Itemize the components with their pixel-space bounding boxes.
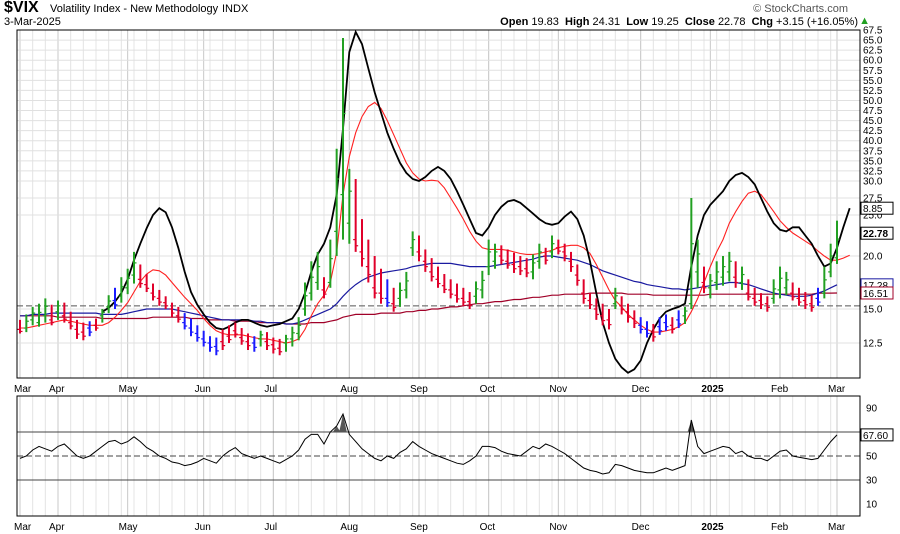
ma-mid-line: [20, 255, 838, 325]
close-value: 22.78: [717, 16, 746, 28]
y-tick-label: 15.0: [863, 305, 883, 316]
x-tick-label: Feb: [771, 522, 789, 533]
close-label: Close: [684, 16, 715, 28]
y-tick-label: 50.0: [863, 96, 883, 107]
chart-date: 3-Mar-2025: [4, 16, 61, 28]
rsi-panel-frame: [16, 395, 861, 517]
rsi-y-tick-label: 30: [866, 476, 878, 487]
x-tick-label: Nov: [549, 384, 567, 395]
chg-value: +3.15 (+16.05%): [776, 16, 858, 28]
y-tick-label: 20.0: [863, 252, 883, 263]
y-tick-label: 30.0: [863, 177, 883, 188]
high-value: 24.31: [592, 16, 621, 28]
x-tick-label: Mar: [828, 522, 846, 533]
x-tick-label: Apr: [49, 522, 65, 533]
price-x-axis: Mar Apr May Jun Jul Aug Sep Oct Nov Dec 2025 Feb Mar: [14, 384, 846, 395]
symbol: $VIX: [4, 0, 39, 16]
rsi-value-badge-label: 67.60: [863, 431, 888, 442]
ohlc-summary: Open 19.83 High 24.31 Low 19.25 Close 22…: [500, 16, 858, 28]
y-tick-label: 57.5: [863, 66, 883, 77]
y-tick-label: 25.0: [863, 211, 883, 222]
x-tick-label: Mar: [14, 384, 32, 395]
open-label: Open: [500, 16, 529, 28]
price-badge-box: [860, 226, 894, 240]
x-tick-label: 2025: [701, 522, 724, 533]
y-tick-label: 67.5: [863, 26, 883, 37]
ma-fast-line: [20, 101, 850, 344]
x-tick-label: Jun: [195, 522, 211, 533]
price-badge-label: 16.51: [863, 289, 888, 300]
y-tick-label: 32.5: [863, 166, 883, 177]
x-tick-label: Jul: [264, 384, 277, 395]
y-tick-label: 62.5: [863, 46, 883, 57]
security-name: Volatility Index - New Methodology: [50, 3, 219, 15]
rsi-value-badge-box: [860, 428, 894, 442]
y-tick-label: 40.0: [863, 136, 883, 147]
y-tick-label: 37.5: [863, 146, 883, 157]
price-badge-label: 17.28: [863, 281, 888, 292]
price-grid: [17, 29, 860, 378]
low-value: 19.25: [651, 16, 679, 28]
rsi-line: [19, 412, 838, 475]
x-tick-label: Sep: [410, 384, 428, 395]
rsi-line-group: [19, 412, 838, 475]
y-tick-label: 52.5: [863, 86, 883, 97]
x-tick-label: Sep: [410, 522, 428, 533]
high-label: High: [565, 16, 590, 28]
price-axis: 67.565.062.560.057.555.052.550.047.545.0…: [860, 26, 894, 350]
x-tick-label: Nov: [549, 522, 567, 533]
y-tick-label: 42.5: [863, 126, 883, 137]
band-line: [101, 29, 851, 374]
rsi-y-tick-label: 10: [866, 500, 878, 511]
x-tick-label: Dec: [632, 522, 650, 533]
x-tick-label: Mar: [14, 522, 32, 533]
rsi-y-tick-label: 50: [866, 452, 878, 463]
x-tick-label: Aug: [340, 522, 358, 533]
exchange: INDX: [222, 3, 249, 15]
x-tick-label: Oct: [480, 384, 496, 395]
price-indicator-lines: [20, 29, 851, 374]
x-tick-label: Mar: [828, 384, 846, 395]
y-tick-label: 35.0: [863, 156, 883, 167]
rsi-axis: 907050301067.60: [860, 404, 894, 511]
rsi-overbought-fill: [332, 426, 341, 432]
y-tick-label: 60.0: [863, 56, 883, 67]
x-tick-label: Apr: [49, 384, 65, 395]
rsi-y-tick-label: 90: [866, 404, 878, 415]
price-bars: [17, 38, 840, 356]
rsi-x-axis: Mar Apr May Jun Jul Aug Sep Oct Nov Dec 2025 Feb Mar: [14, 522, 846, 533]
y-tick-label: 27.5: [863, 194, 883, 205]
rsi-overbought-fill: [339, 414, 347, 432]
price-badge-box: [860, 201, 894, 215]
y-tick-label: 47.5: [863, 106, 883, 117]
chart-header: $VIX Volatility Index - New Methodology …: [0, 0, 900, 30]
y-tick-label: 65.0: [863, 36, 883, 47]
x-tick-label: Oct: [480, 522, 496, 533]
y-tick-label: 45.0: [863, 116, 883, 127]
ma-slow-line: [20, 292, 838, 325]
x-tick-label: Dec: [632, 384, 650, 395]
price-panel-frame: [16, 29, 861, 379]
open-value: 19.83: [531, 16, 559, 28]
y-tick-label: 12.5: [863, 339, 883, 350]
watermark: © StockCharts.com: [753, 3, 848, 15]
x-tick-label: Jul: [264, 522, 277, 533]
low-label: Low: [626, 16, 649, 28]
price-badge-box: [860, 286, 894, 300]
price-badge-label: 8.85: [863, 204, 883, 215]
x-tick-label: May: [119, 384, 138, 395]
chg-label: Chg: [751, 16, 773, 28]
x-tick-label: Jun: [195, 384, 211, 395]
price-badge-label: 22.78: [863, 229, 888, 240]
x-tick-label: Aug: [340, 384, 358, 395]
y-tick-label: 55.0: [863, 76, 883, 87]
rsi-grid: [17, 396, 860, 516]
change-up-icon: ▲: [859, 15, 870, 27]
x-tick-label: Feb: [771, 384, 789, 395]
x-tick-label: May: [119, 522, 138, 533]
x-tick-label: 2025: [701, 384, 724, 395]
